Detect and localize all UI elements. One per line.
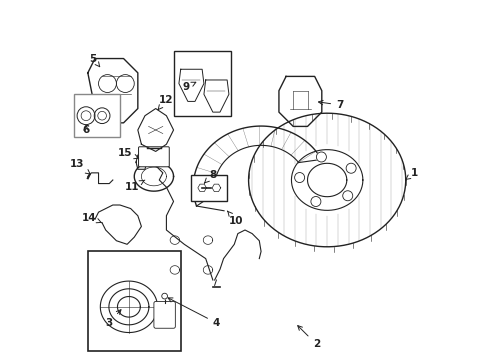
Circle shape <box>311 197 321 207</box>
FancyBboxPatch shape <box>154 301 175 328</box>
Text: 13: 13 <box>70 159 90 174</box>
Text: 9: 9 <box>182 82 196 92</box>
Circle shape <box>294 172 305 183</box>
FancyBboxPatch shape <box>74 94 120 137</box>
Text: 2: 2 <box>298 325 320 349</box>
Text: 15: 15 <box>118 148 139 159</box>
FancyBboxPatch shape <box>88 251 181 351</box>
Text: 4: 4 <box>168 298 220 328</box>
Text: 7: 7 <box>318 100 343 110</box>
FancyBboxPatch shape <box>192 175 227 202</box>
Text: 6: 6 <box>82 125 90 135</box>
Text: 5: 5 <box>90 54 99 67</box>
Text: 10: 10 <box>227 211 244 226</box>
FancyBboxPatch shape <box>139 147 169 167</box>
Circle shape <box>346 163 356 173</box>
Circle shape <box>162 293 168 299</box>
Text: 11: 11 <box>125 180 145 192</box>
Text: 3: 3 <box>105 310 121 328</box>
Circle shape <box>343 191 353 201</box>
FancyBboxPatch shape <box>173 51 231 116</box>
Text: 12: 12 <box>158 95 174 110</box>
Text: 1: 1 <box>406 168 418 179</box>
Text: 8: 8 <box>204 170 217 183</box>
Circle shape <box>317 152 326 162</box>
Text: 14: 14 <box>82 212 102 223</box>
